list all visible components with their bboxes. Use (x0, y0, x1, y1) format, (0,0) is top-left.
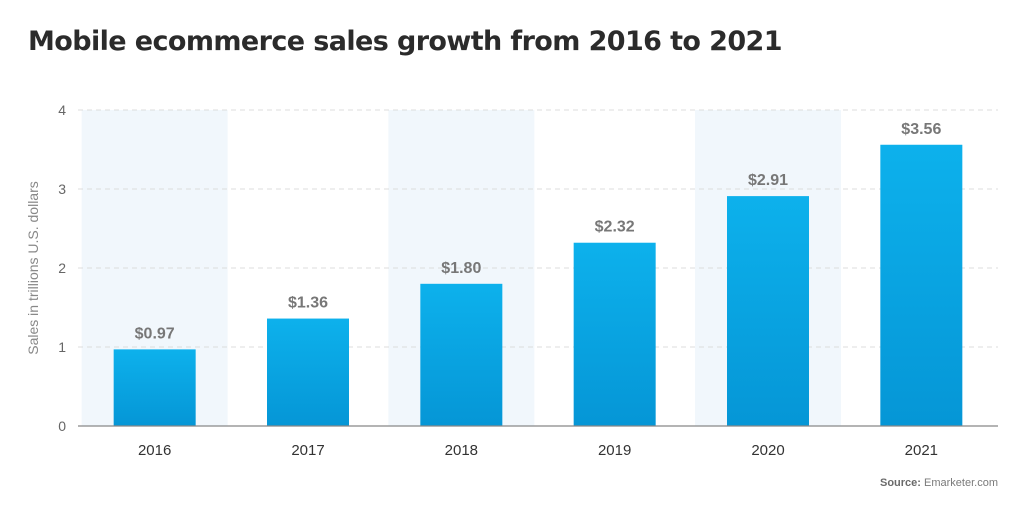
x-tick-label: 2019 (598, 442, 631, 459)
x-tick-label: 2017 (291, 442, 324, 459)
bar (573, 242, 656, 426)
x-tick-label: 2018 (445, 442, 478, 459)
bar (420, 283, 503, 426)
source-text: Emarketer.com (924, 477, 998, 489)
bar (267, 318, 349, 426)
gridlines (78, 109, 998, 348)
data-label: $0.97 (135, 325, 175, 342)
data-label: $2.91 (748, 172, 788, 189)
y-tick-label: 0 (58, 418, 66, 434)
data-label: $1.80 (441, 260, 481, 277)
data-label: $3.56 (901, 121, 941, 138)
y-tick-label: 3 (58, 181, 66, 197)
y-tick-label: 4 (58, 102, 66, 118)
y-tick-label: 2 (58, 260, 66, 276)
bar (880, 144, 963, 426)
y-tick-label: 1 (58, 339, 66, 355)
chart-title: Mobile ecommerce sales growth from 2016 … (28, 26, 783, 57)
data-label: $2.32 (595, 219, 635, 236)
x-tick-label: 2020 (751, 442, 784, 459)
bar (113, 349, 196, 426)
source-note: Source: Emarketer.com (880, 477, 998, 489)
bar (727, 196, 809, 426)
y-axis-title: Sales in trillions U.S. dollars (25, 181, 41, 355)
data-label: $1.36 (288, 295, 328, 312)
bars (113, 144, 963, 426)
axes: 0 1 2 3 4 2016 2017 2018 2019 2020 2021 (58, 102, 998, 459)
x-tick-label: 2021 (905, 442, 938, 459)
data-labels: $0.97 $1.36 $1.80 $2.32 $2.91 $3.56 (135, 121, 942, 343)
x-tick-label: 2016 (138, 442, 171, 459)
source-label: Source: (880, 477, 921, 489)
